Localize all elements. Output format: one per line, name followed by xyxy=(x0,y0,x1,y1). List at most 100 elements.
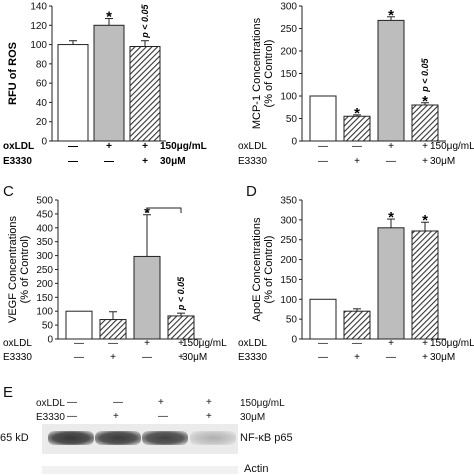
condition-mark: — xyxy=(104,156,114,167)
y-tick-label: 250 xyxy=(280,24,297,35)
y-tick-label: 100 xyxy=(280,295,297,306)
y-tick-label: 250 xyxy=(280,235,297,246)
condition-mark: — xyxy=(318,338,328,349)
blot-actin-label: Actin xyxy=(244,463,269,475)
condition-mark: — xyxy=(386,352,396,363)
y-tick-label: 350 xyxy=(280,196,297,207)
y-tick-label: 60 xyxy=(36,79,48,90)
y-tick-label: 300 xyxy=(280,215,297,226)
blot-band xyxy=(142,431,188,445)
blot-mark: + xyxy=(206,411,212,422)
significance-bracket xyxy=(146,207,182,213)
bar xyxy=(411,230,439,340)
condition-unit: 30μM xyxy=(182,352,207,363)
y-axis-label: (% of Control) xyxy=(19,236,31,304)
bar xyxy=(343,310,371,340)
condition-mark: — xyxy=(68,156,78,167)
blot-mark: — xyxy=(67,397,77,408)
condition-mark: + xyxy=(354,156,360,167)
condition-mark: + xyxy=(178,338,184,349)
condition-mark: — xyxy=(74,352,84,363)
condition-mark: + xyxy=(142,156,148,167)
condition-name: E3330 xyxy=(238,156,267,167)
bar xyxy=(57,44,89,142)
y-axis-label: ApoE Concentrations xyxy=(251,217,263,321)
condition-mark: — xyxy=(142,352,152,363)
y-tick-label: 0 xyxy=(291,137,297,148)
significance-star: * xyxy=(354,105,360,122)
condition-name: E3330 xyxy=(3,352,32,363)
y-axis-label: VEGF Concentrations xyxy=(7,216,19,323)
y-tick-label: 250 xyxy=(36,265,53,276)
condition-unit: 150μg/mL xyxy=(430,141,474,152)
y-tick-label: 150 xyxy=(280,69,297,80)
blot-unit-e3330: 30μM xyxy=(240,412,266,423)
y-tick-label: 200 xyxy=(280,255,297,266)
condition-unit: 150μg/mL xyxy=(430,338,474,349)
y-tick-label: 350 xyxy=(36,237,53,248)
bar xyxy=(343,115,371,142)
condition-mark: — xyxy=(352,141,362,152)
significance-star: * xyxy=(388,209,394,226)
blot-band xyxy=(190,431,236,445)
p-value-annotation: p < 0.05 xyxy=(176,276,186,311)
y-tick-label: 500 xyxy=(36,196,53,207)
y-tick-label: 100 xyxy=(280,92,297,103)
condition-name: oxLDL xyxy=(238,141,267,152)
condition-mark: — xyxy=(318,352,328,363)
condition-unit: 150μg/mL xyxy=(182,338,227,349)
condition-mark: — xyxy=(68,141,78,152)
y-axis-label: (% of Control) xyxy=(263,236,275,304)
y-tick-label: 80 xyxy=(36,59,48,70)
panel-letter: C xyxy=(3,183,14,200)
y-tick-label: 120 xyxy=(30,21,47,32)
blot-mark: + xyxy=(158,397,164,408)
p-value-annotation: p < 0.05 xyxy=(420,57,430,92)
condition-unit: 30μM xyxy=(430,352,455,363)
y-tick-label: 200 xyxy=(36,279,53,290)
bar xyxy=(65,310,93,340)
y-axis-label: MCP-1 Concentrations xyxy=(251,17,263,129)
condition-unit: 30μM xyxy=(430,156,455,167)
condition-unit: 30μM xyxy=(160,156,186,167)
y-axis-label: (% of Control) xyxy=(263,40,275,108)
blot-condition-e3330: E3330 xyxy=(36,412,65,423)
y-tick-label: 0 xyxy=(291,335,297,346)
y-tick-label: 100 xyxy=(36,307,53,318)
condition-mark: + xyxy=(422,338,428,349)
y-tick-label: 50 xyxy=(286,315,298,326)
blot-mark: + xyxy=(113,411,119,422)
y-tick-label: 400 xyxy=(36,223,53,234)
significance-star: * xyxy=(422,212,428,229)
condition-mark: — xyxy=(352,338,362,349)
blot-mark: + xyxy=(206,397,212,408)
condition-mark: + xyxy=(142,141,148,152)
condition-name: oxLDL xyxy=(3,141,34,152)
blot-band xyxy=(48,431,94,445)
y-tick-label: 300 xyxy=(36,251,53,262)
y-tick-label: 0 xyxy=(47,335,53,346)
condition-mark: — xyxy=(318,156,328,167)
bar xyxy=(377,227,405,340)
y-tick-label: 20 xyxy=(36,117,48,128)
significance-star: * xyxy=(106,9,112,26)
blot-unit-oxldl: 150μg/mL xyxy=(240,398,285,409)
y-tick-label: 200 xyxy=(280,47,297,58)
bar xyxy=(411,104,439,142)
condition-mark: + xyxy=(178,352,184,363)
blot-condition-oxldl: oxLDL xyxy=(36,398,65,409)
significance-star: * xyxy=(388,7,394,24)
y-tick-label: 300 xyxy=(280,2,297,13)
blot-mark: — xyxy=(113,397,123,408)
condition-mark: + xyxy=(388,141,394,152)
condition-name: oxLDL xyxy=(3,338,32,349)
condition-mark: + xyxy=(144,338,150,349)
y-tick-label: 100 xyxy=(30,40,47,51)
condition-mark: — xyxy=(386,156,396,167)
condition-name: E3330 xyxy=(3,156,32,167)
condition-name: oxLDL xyxy=(238,338,267,349)
blot-mark: — xyxy=(158,411,168,422)
significance-star: * xyxy=(144,205,150,222)
y-tick-label: 450 xyxy=(36,209,53,220)
